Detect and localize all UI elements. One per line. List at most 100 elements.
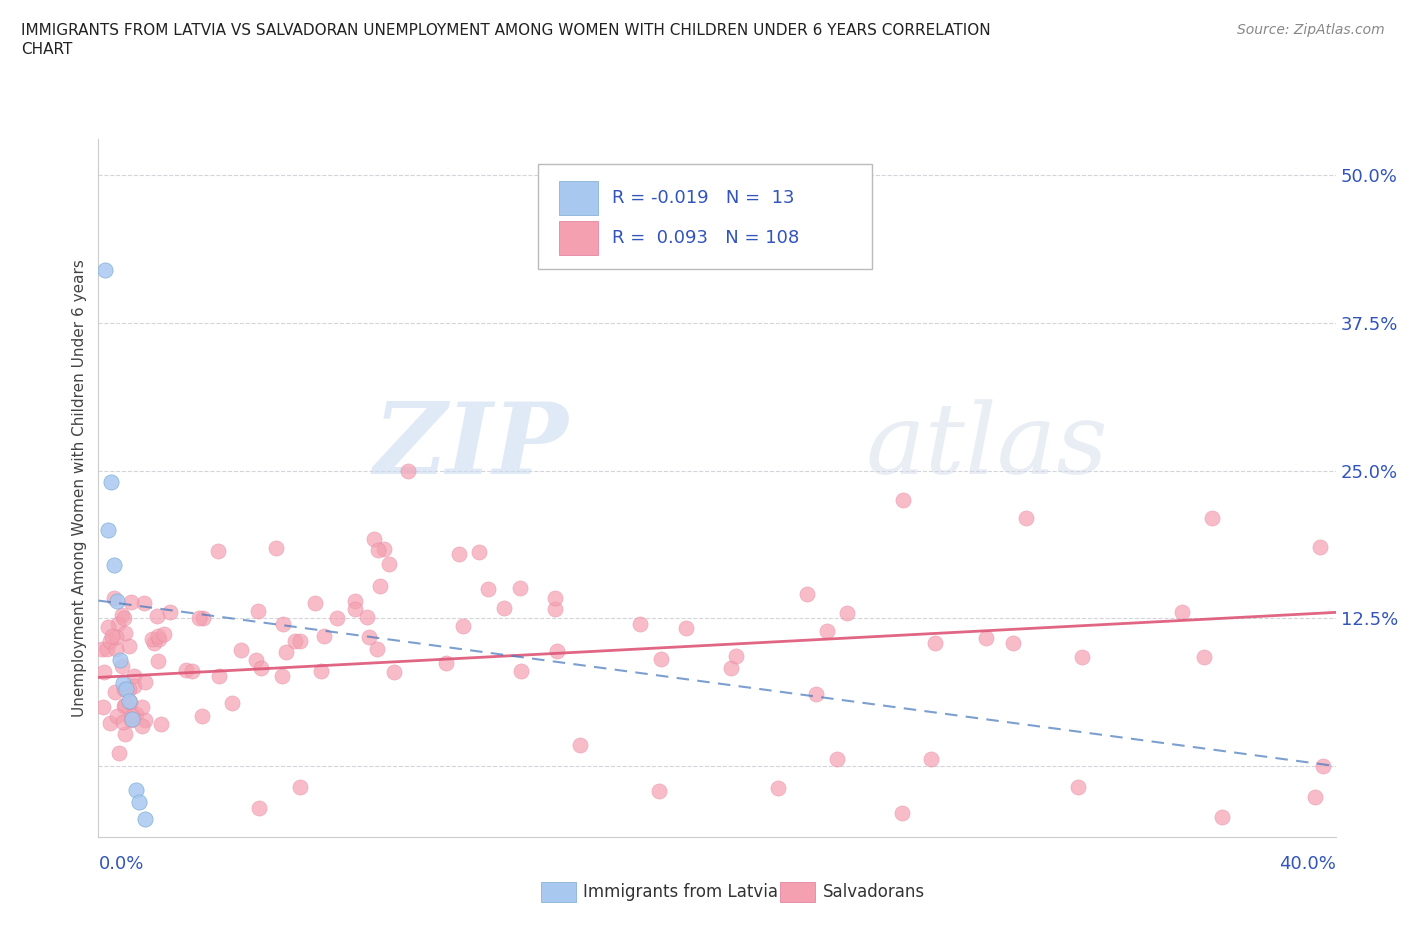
Point (1067, 779, 1090, 794)
Point (453, 618, 475, 633)
Point (97, 619, 120, 634)
Point (100, 633, 122, 648)
Point (264, 540, 287, 555)
Point (103, 591, 125, 605)
Point (510, 664, 533, 679)
FancyBboxPatch shape (537, 164, 872, 269)
Text: ZIP: ZIP (374, 398, 568, 495)
Point (304, 595, 326, 610)
Point (288, 779, 311, 794)
Point (544, 591, 567, 605)
Point (1201, 511, 1223, 525)
Point (367, 542, 389, 557)
Point (356, 610, 378, 625)
Point (128, 794, 150, 809)
Point (1309, 540, 1331, 555)
Point (343, 602, 366, 617)
Point (309, 664, 332, 679)
Point (107, 617, 129, 631)
Point (134, 712, 156, 727)
Point (221, 696, 243, 711)
Point (105, 630, 128, 644)
Text: R =  0.093   N = 108: R = 0.093 N = 108 (612, 229, 799, 246)
Point (91, 699, 114, 714)
Text: IMMIGRANTS FROM LATVIA VS SALVADORAN UNEMPLOYMENT AMONG WOMEN WITH CHILDREN UNDE: IMMIGRANTS FROM LATVIA VS SALVADORAN UNE… (21, 23, 991, 38)
Point (159, 604, 181, 619)
Point (112, 676, 135, 691)
Point (1171, 604, 1194, 619)
Point (724, 649, 747, 664)
Point (93, 664, 115, 679)
Point (142, 635, 165, 650)
Point (108, 652, 131, 667)
Point (1211, 810, 1233, 825)
Point (1312, 759, 1334, 774)
Point (837, 605, 859, 620)
Point (101, 628, 124, 643)
Point (373, 541, 395, 556)
Point (105, 709, 128, 724)
Point (114, 698, 136, 712)
Point (112, 681, 135, 696)
Point (112, 715, 135, 730)
Point (366, 642, 388, 657)
Point (974, 631, 997, 645)
Point (1303, 790, 1326, 804)
Point (924, 636, 946, 651)
Point (98, 716, 121, 731)
Point (108, 745, 131, 760)
Point (568, 738, 591, 753)
Point (193, 611, 215, 626)
Point (114, 626, 136, 641)
Text: 40.0%: 40.0% (1279, 855, 1336, 872)
Point (124, 707, 146, 722)
Point (920, 751, 942, 766)
Point (134, 812, 156, 827)
Point (131, 718, 153, 733)
Point (132, 596, 155, 611)
FancyBboxPatch shape (558, 221, 599, 255)
Point (1002, 635, 1025, 650)
Point (100, 475, 122, 490)
Point (363, 531, 385, 546)
Point (628, 617, 651, 631)
Point (148, 654, 170, 669)
Point (103, 558, 125, 573)
Point (288, 633, 311, 648)
Point (93, 262, 115, 277)
Point (152, 627, 174, 642)
Point (891, 493, 914, 508)
Point (447, 546, 470, 561)
Point (494, 601, 516, 616)
Point (650, 652, 672, 667)
Point (118, 638, 141, 653)
Point (270, 669, 292, 684)
Point (149, 717, 172, 732)
Point (246, 604, 269, 618)
Point (325, 610, 347, 625)
Point (131, 699, 153, 714)
Point (247, 801, 270, 816)
Point (97, 522, 120, 537)
Point (648, 784, 671, 799)
Point (188, 611, 211, 626)
Point (191, 709, 214, 724)
Point (180, 663, 202, 678)
Point (208, 669, 231, 684)
Point (229, 643, 252, 658)
Point (146, 608, 169, 623)
Point (120, 713, 142, 728)
Point (825, 751, 848, 766)
Point (90, 642, 112, 657)
Point (271, 617, 294, 631)
Point (245, 653, 267, 668)
Point (148, 632, 170, 647)
Point (103, 684, 125, 699)
Point (122, 669, 145, 684)
Point (118, 695, 141, 710)
Text: atlas: atlas (866, 399, 1108, 494)
Text: Immigrants from Latvia: Immigrants from Latvia (583, 883, 779, 901)
Point (174, 663, 197, 678)
Point (207, 544, 229, 559)
Point (434, 656, 457, 671)
